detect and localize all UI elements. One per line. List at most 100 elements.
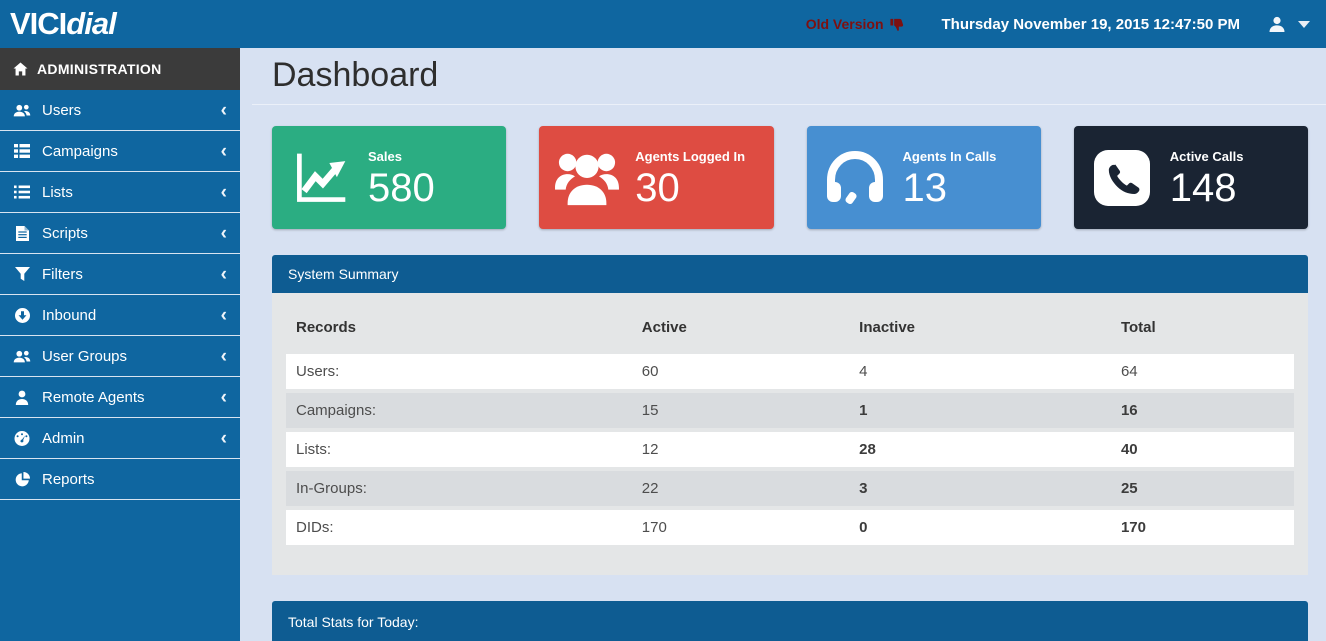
sidebar-item-users[interactable]: Users	[0, 90, 240, 131]
row-label: Campaigns:	[296, 402, 377, 419]
sidebar-item-label: Lists	[42, 183, 73, 201]
tile-value: 580	[368, 165, 435, 210]
inactive-value: 3	[859, 480, 868, 497]
th-list-icon	[13, 144, 31, 158]
sidebar-item-administration[interactable]: ADMINISTRATION	[0, 48, 240, 90]
phone-icon	[1093, 149, 1150, 206]
system-summary-header: System Summary	[272, 255, 1308, 293]
logo-vici-text: VICI	[10, 6, 67, 41]
inactive-value: 4	[859, 363, 868, 380]
sidebar-item-reports[interactable]: Reports	[0, 459, 240, 500]
chevron-left-icon	[221, 388, 227, 407]
row-label: DIDs:	[296, 519, 334, 536]
table-row-users: Users: 60 4 64	[286, 354, 1294, 389]
system-summary-panel: System Summary Records Active Inactive T…	[272, 255, 1308, 575]
table-row-campaigns: Campaigns: 15 1 16	[286, 393, 1294, 428]
column-header-inactive: Inactive	[859, 319, 916, 336]
topbar-right-cluster: Old Version Thursday November 19, 2015 1…	[806, 15, 1326, 33]
caret-down-icon	[1298, 20, 1310, 28]
table-row-lists: Lists: 12 28 40	[286, 432, 1294, 467]
chevron-left-icon	[221, 429, 227, 448]
thumbs-down-icon	[889, 17, 904, 32]
chevron-left-icon	[221, 142, 227, 161]
title-divider	[252, 104, 1326, 105]
sidebar-item-lists[interactable]: Lists	[0, 172, 240, 213]
inactive-value: 28	[859, 441, 876, 458]
sidebar-item-filters[interactable]: Filters	[0, 254, 240, 295]
tile-label: Active Calls	[1169, 148, 1244, 164]
total-value: 64	[1120, 363, 1138, 380]
main-content: Dashboard Sales 580 Agents Logged In 30	[240, 48, 1326, 641]
sidebar-item-label: Campaigns	[42, 142, 118, 160]
sidebar-item-remote-agents[interactable]: Remote Agents	[0, 377, 240, 418]
current-datetime: Thursday November 19, 2015 12:47:50 PM	[941, 15, 1240, 33]
chevron-left-icon	[221, 224, 227, 243]
active-value: 60	[641, 363, 659, 380]
chevron-left-icon	[221, 101, 227, 120]
sidebar-item-label: Users	[42, 101, 82, 119]
list-icon	[13, 185, 31, 199]
sidebar-item-campaigns[interactable]: Campaigns	[0, 131, 240, 172]
chevron-left-icon	[221, 347, 227, 366]
column-header-active: Active	[641, 319, 687, 336]
summary-table-header: Records Active Inactive Total	[286, 313, 1294, 354]
column-header-total: Total	[1120, 319, 1156, 336]
line-chart-icon	[272, 148, 368, 208]
top-header-bar: VICIdial Old Version Thursday November 1…	[0, 0, 1326, 48]
sidebar-item-label: User Groups	[42, 347, 128, 365]
home-icon	[13, 62, 28, 76]
stat-tiles-row: Sales 580 Agents Logged In 30 Agents In …	[272, 126, 1308, 229]
sidebar-item-label: Reports	[42, 470, 95, 488]
total-value: 170	[1120, 519, 1146, 536]
tile-active-calls[interactable]: Active Calls 148	[1073, 126, 1308, 229]
arrow-circle-down-icon	[13, 307, 31, 323]
vicidial-logo[interactable]: VICIdial	[0, 0, 240, 48]
user-icon	[1268, 15, 1286, 33]
logo-dial-text: dial	[66, 6, 116, 41]
row-label: Users:	[296, 363, 340, 380]
row-label: In-Groups:	[296, 480, 367, 497]
headphones-icon	[807, 148, 903, 208]
tile-value: 13	[902, 165, 948, 210]
sidebar-item-inbound[interactable]: Inbound	[0, 295, 240, 336]
total-stats-panel: Total Stats for Today:	[272, 601, 1308, 641]
sidebar-admin-label: ADMINISTRATION	[37, 61, 162, 77]
users-icon	[13, 349, 31, 364]
chevron-left-icon	[221, 265, 227, 284]
sidebar-item-admin[interactable]: Admin	[0, 418, 240, 459]
users-icon	[13, 103, 31, 118]
agents-group-icon	[539, 147, 635, 209]
inactive-value: 0	[859, 519, 868, 536]
tile-sales[interactable]: Sales 580	[272, 126, 507, 229]
gauge-icon	[13, 430, 31, 446]
inactive-value: 1	[859, 402, 868, 419]
page-title: Dashboard	[272, 56, 439, 94]
total-stats-header: Total Stats for Today:	[272, 601, 1308, 641]
tile-value: 30	[635, 165, 680, 210]
sidebar: ADMINISTRATION Users Campaigns Lists Scr…	[0, 48, 240, 641]
sidebar-item-label: Scripts	[42, 224, 88, 242]
tile-label: Agents Logged In	[635, 148, 746, 164]
sidebar-item-label: Inbound	[42, 306, 97, 324]
table-row-in-groups: In-Groups: 22 3 25	[286, 471, 1294, 506]
tile-agents-in-calls[interactable]: Agents In Calls 13	[806, 126, 1041, 229]
total-value: 25	[1120, 480, 1138, 497]
sidebar-item-label: Admin	[42, 429, 85, 447]
file-icon	[13, 225, 31, 241]
old-version-link[interactable]: Old Version	[806, 16, 904, 32]
total-value: 16	[1120, 402, 1138, 419]
column-header-records: Records	[296, 319, 357, 336]
old-version-label: Old Version	[805, 16, 884, 32]
total-value: 40	[1120, 441, 1138, 458]
sidebar-item-scripts[interactable]: Scripts	[0, 213, 240, 254]
tile-label: Agents In Calls	[902, 148, 997, 164]
active-value: 15	[641, 402, 659, 419]
system-summary-body: Records Active Inactive Total Users: 60 …	[272, 293, 1308, 575]
user-menu[interactable]	[1268, 15, 1310, 33]
chevron-left-icon	[221, 306, 227, 325]
tile-agents-logged-in[interactable]: Agents Logged In 30	[539, 126, 774, 229]
filter-icon	[13, 267, 31, 281]
sidebar-item-label: Remote Agents	[42, 388, 145, 406]
tile-label: Sales	[368, 148, 402, 164]
sidebar-item-user-groups[interactable]: User Groups	[0, 336, 240, 377]
